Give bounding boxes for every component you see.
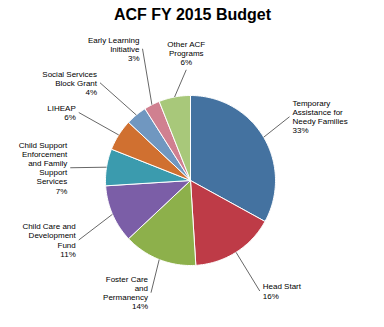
svg-text:Other ACFPrograms6%: Other ACFPrograms6% xyxy=(167,40,205,67)
svg-text:TemporaryAssistance forNeedy F: TemporaryAssistance forNeedy Families33% xyxy=(293,99,348,136)
svg-text:Head Start16%: Head Start16% xyxy=(263,282,302,300)
svg-text:ACF FY 2015 Budget: ACF FY 2015 Budget xyxy=(114,6,272,23)
svg-text:LIHEAP6%: LIHEAP6% xyxy=(47,104,75,122)
svg-text:Social ServicesBlock Grant4%: Social ServicesBlock Grant4% xyxy=(42,69,97,96)
svg-text:Child SupportEnforcementand Fa: Child SupportEnforcementand FamilySuppor… xyxy=(19,141,68,196)
svg-text:Early LearningInitiative3%: Early LearningInitiative3% xyxy=(88,35,140,62)
svg-text:Child Care andDevelopmentFund1: Child Care andDevelopmentFund11% xyxy=(22,222,76,259)
svg-text:Foster CareandPermanency14%: Foster CareandPermanency14% xyxy=(103,275,148,312)
